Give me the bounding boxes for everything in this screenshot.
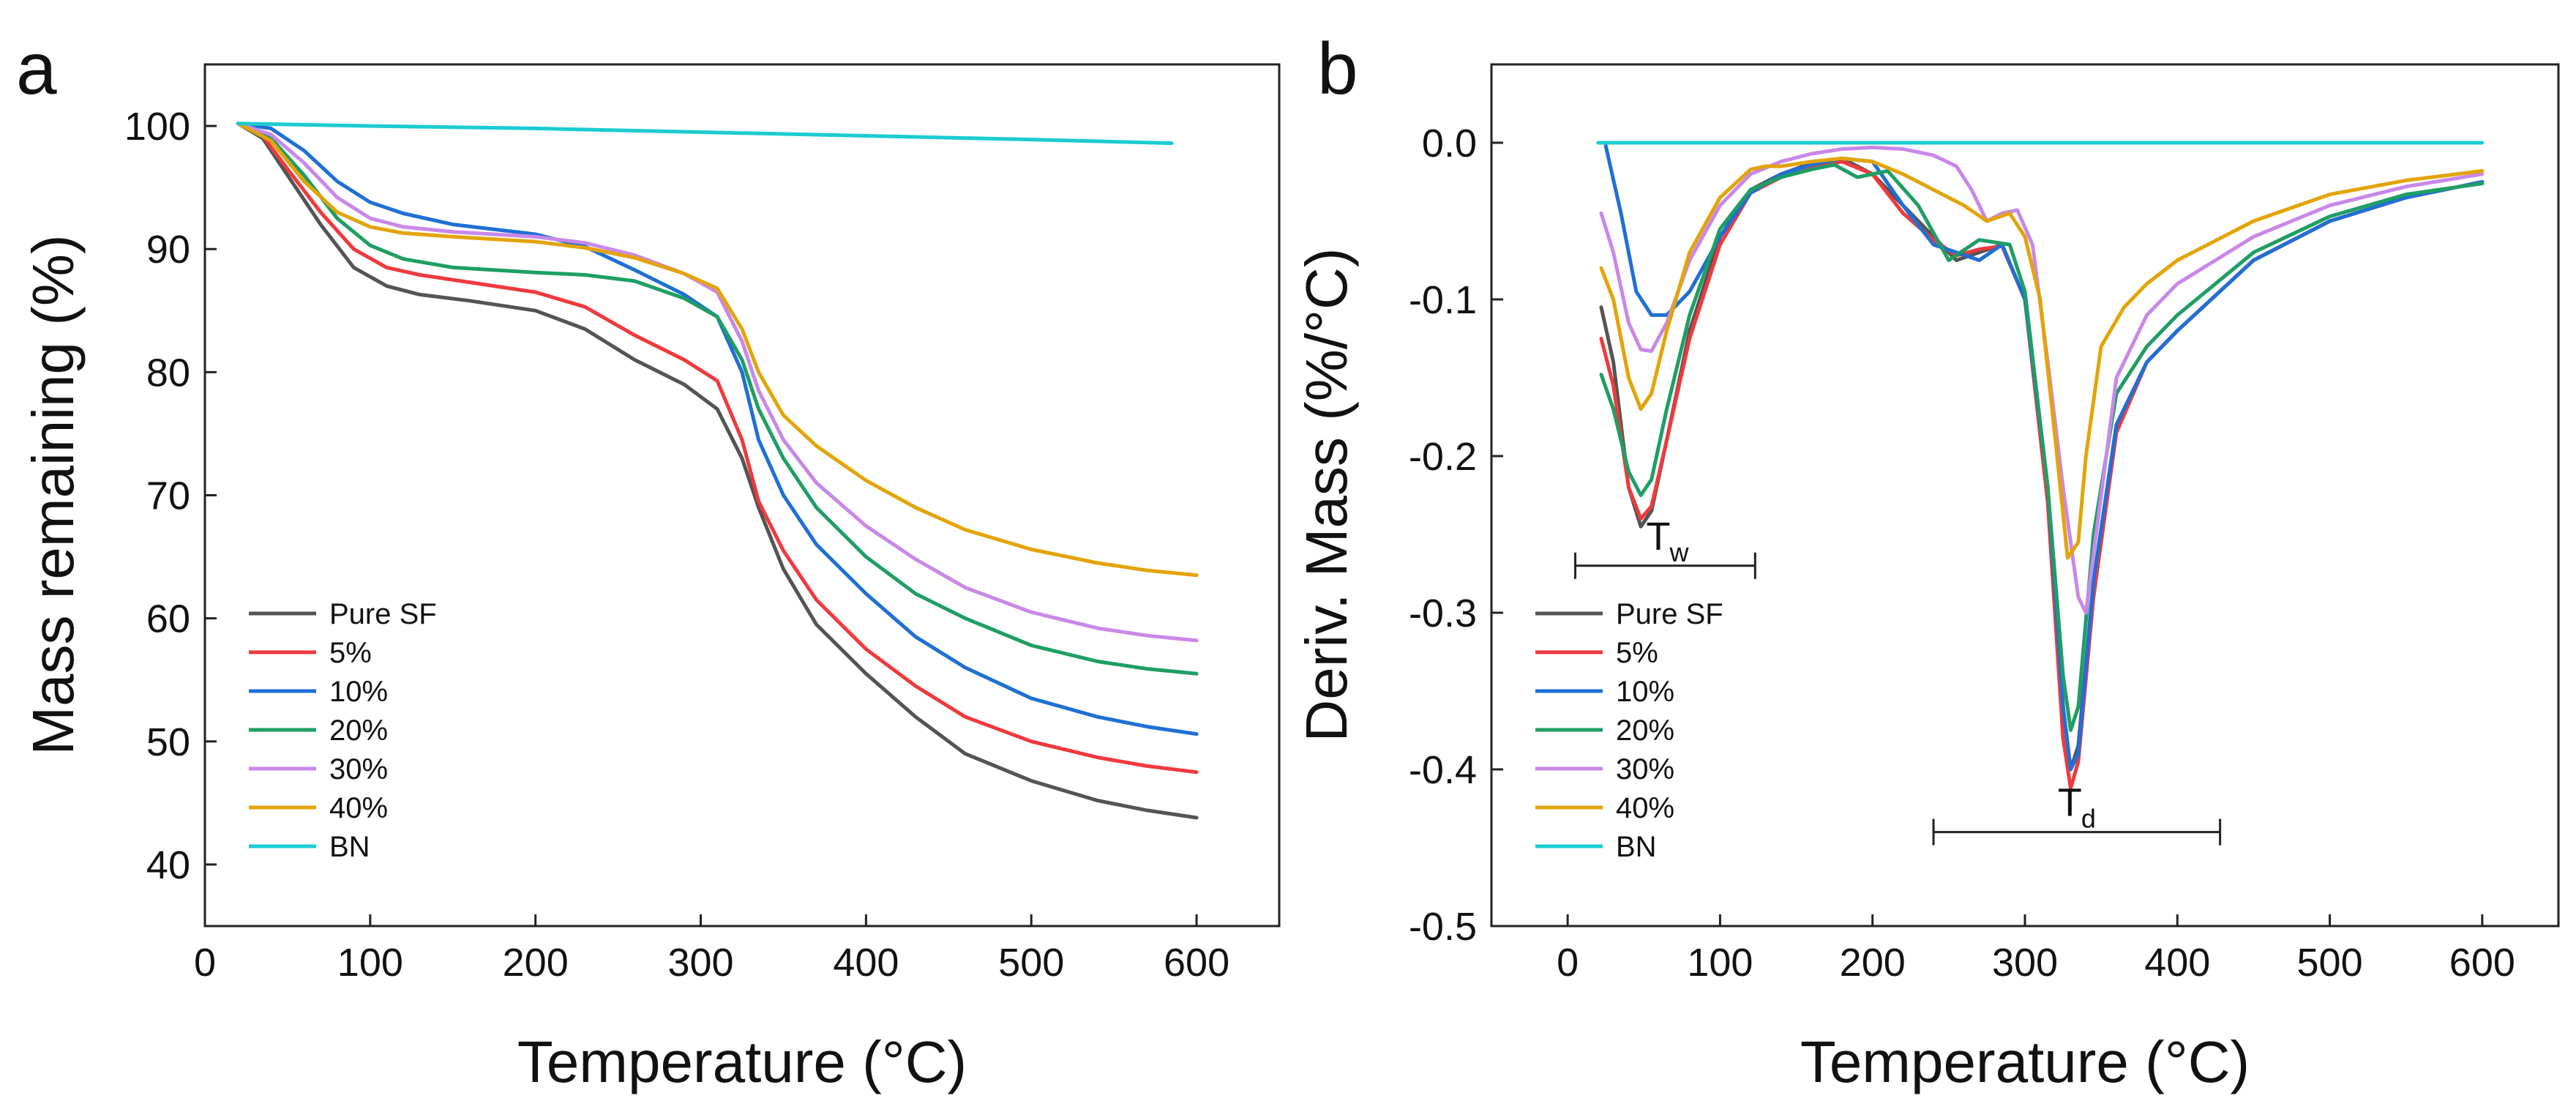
legend-label-bn: BN	[1616, 831, 1657, 863]
x-tick-label: 300	[667, 941, 733, 985]
y-tick-label: 50	[146, 720, 190, 764]
series-line-10pct	[1603, 143, 2485, 772]
y-tick-label: 0.0	[1422, 122, 1477, 165]
x-tick-label: 200	[1840, 941, 1906, 985]
x-axis-title-a: Temperature (°C)	[517, 1029, 967, 1094]
panel-a-label: a	[16, 28, 57, 110]
legend-b: Pure SF 5% 10% 20% 30% 40% BN	[1535, 598, 1723, 863]
y-tick-label: -0.1	[1409, 278, 1477, 322]
x-tick-label: 500	[998, 941, 1064, 985]
x-tick-label: 0	[1557, 941, 1579, 985]
y-tick-label: 60	[146, 597, 190, 641]
x-tick-label: 600	[2449, 941, 2515, 985]
legend-label-30pct: 30%	[329, 753, 388, 786]
legend-label-pure-sf: Pure SF	[329, 598, 437, 630]
legend-label-10pct: 10%	[329, 676, 388, 708]
annotation-label: T	[1646, 515, 1670, 559]
series-line-40pct	[1599, 156, 2485, 560]
x-axis-ticks-b: 0 100 200 300 400 500 600	[1557, 914, 2515, 985]
legend-label-5pct: 5%	[329, 637, 372, 669]
annotation-label: T	[2058, 781, 2082, 825]
x-tick-label: 500	[2297, 941, 2363, 985]
y-tick-label: -0.2	[1409, 435, 1477, 479]
legend-label-bn: BN	[329, 831, 370, 863]
series-line-20pct	[236, 122, 1199, 676]
y-axis-title-a: Mass remaining (%)	[20, 234, 86, 755]
annotation-subscript: w	[1669, 537, 1689, 567]
panel-a: a 0 100 200 300 400 500 600 40 50 60 70 80 90 100 Te…	[16, 28, 1281, 1094]
series-line-30pct	[236, 122, 1199, 643]
x-axis-ticks-a: 0 100 200 300 400 500 600	[194, 914, 1229, 985]
x-tick-label: 600	[1164, 941, 1229, 985]
x-axis-title-b: Temperature (°C)	[1800, 1029, 2250, 1094]
x-tick-label: 100	[337, 941, 403, 985]
x-tick-label: 200	[503, 941, 569, 985]
panel-b: b 0 100 200 300 400 500 600 0.0 -0.1 -0.2 -0.3 -0.…	[1294, 28, 2560, 1094]
series-line-5pct	[1599, 160, 2485, 791]
x-tick-label: 400	[833, 941, 899, 985]
legend-a: Pure SF 5% 10% 20% 30% 40% BN	[249, 598, 437, 863]
legend-label-20pct: 20%	[329, 714, 388, 747]
series-line-40pct	[236, 122, 1199, 578]
x-tick-label: 100	[1687, 941, 1753, 985]
y-axis-title-b: Deriv. Mass (%/°C)	[1294, 248, 1359, 742]
series-line-10pct	[236, 122, 1199, 736]
x-tick-label: 300	[1992, 941, 2058, 985]
y-tick-label: 80	[146, 351, 190, 395]
y-tick-label: 40	[146, 843, 190, 887]
legend-label-20pct: 20%	[1616, 714, 1674, 747]
legend-label-10pct: 10%	[1616, 676, 1674, 708]
y-tick-label: 100	[124, 105, 190, 149]
legend-label-30pct: 30%	[1616, 753, 1674, 786]
series-lines-a	[236, 122, 1199, 820]
legend-label-pure-sf: Pure SF	[1616, 598, 1723, 630]
y-tick-label: 70	[146, 474, 190, 518]
legend-label-40pct: 40%	[329, 792, 388, 824]
series-line-20pct	[1599, 163, 2485, 732]
y-tick-label: -0.5	[1409, 905, 1477, 949]
series-line-5pct	[236, 122, 1199, 775]
annotation-subscript: d	[2081, 804, 2096, 834]
series-lines-b	[1596, 141, 2485, 791]
x-tick-label: 0	[194, 941, 216, 985]
panel-b-label: b	[1317, 28, 1358, 110]
y-axis-ticks-a: 40 50 60 70 80 90 100	[124, 105, 217, 887]
series-line-bn	[236, 122, 1174, 146]
legend-label-5pct: 5%	[1616, 637, 1658, 669]
x-tick-label: 400	[2144, 941, 2210, 985]
y-axis-ticks-b: 0.0 -0.1 -0.2 -0.3 -0.4 -0.5	[1409, 122, 1503, 949]
y-tick-label: -0.4	[1409, 748, 1477, 792]
legend-label-40pct: 40%	[1616, 792, 1674, 824]
y-tick-label: -0.3	[1409, 592, 1477, 635]
series-line-pure-sf	[236, 122, 1199, 820]
y-tick-label: 90	[146, 228, 190, 272]
